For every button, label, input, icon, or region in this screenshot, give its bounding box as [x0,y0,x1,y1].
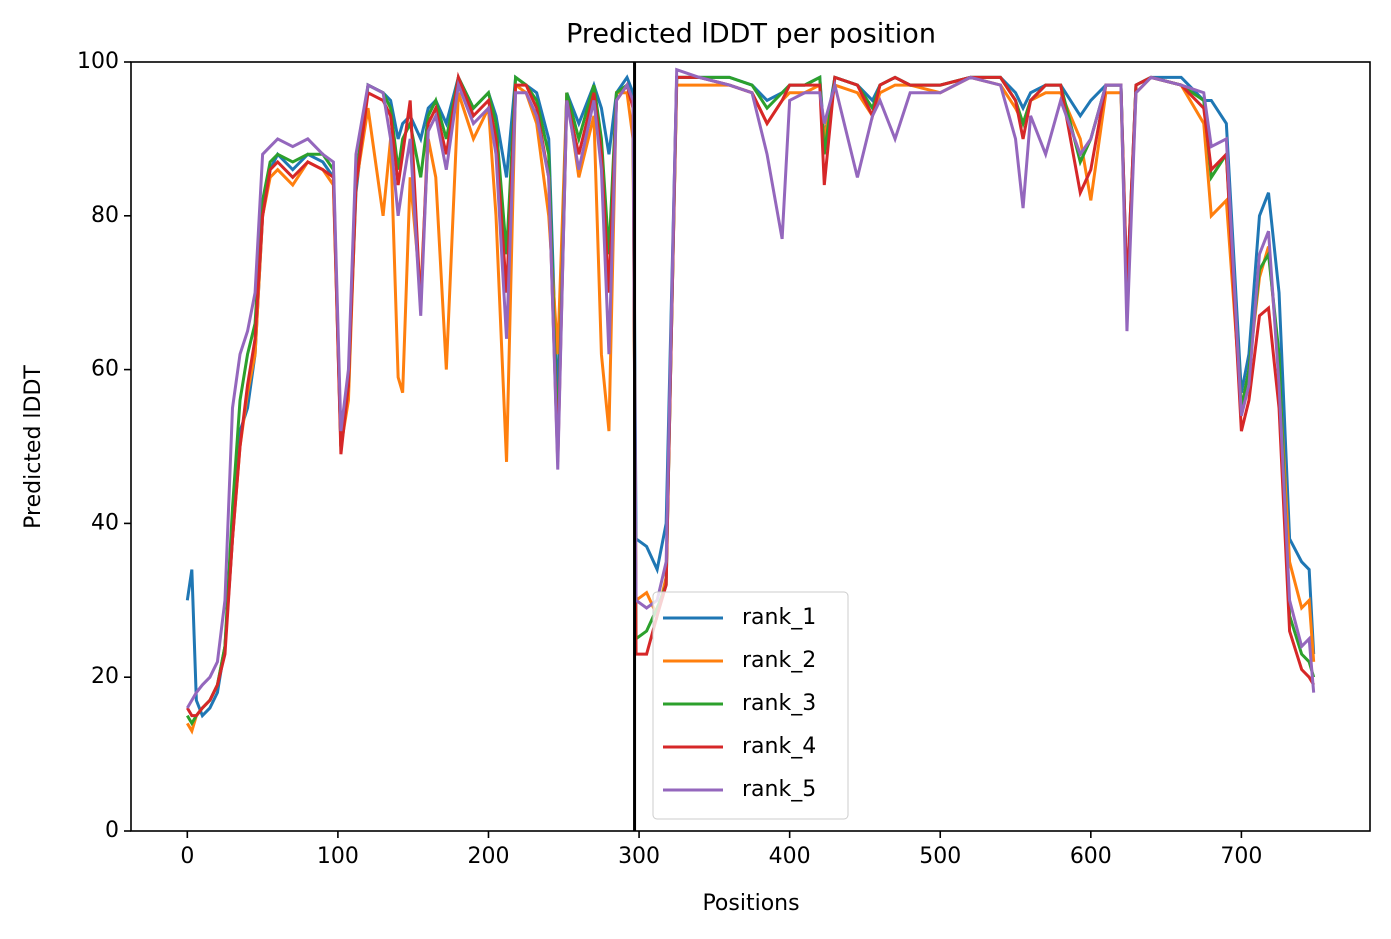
plot-frame [130,61,1371,832]
legend: rank_1 rank_2 rank_3 rank_4 rank_5 [652,591,849,820]
x-tick-label: 400 [769,844,811,869]
x-tick-label: 300 [618,844,660,869]
legend-label: rank_5 [742,777,816,802]
legend-box [652,591,849,820]
x-tick-label: 200 [467,844,509,869]
y-tick-label: 20 [91,664,119,689]
y-tick-label: 100 [77,49,119,74]
x-tick-label: 700 [1220,844,1262,869]
y-tick-label: 0 [105,818,119,843]
y-tick-label: 60 [91,357,119,382]
legend-label: rank_4 [742,734,816,759]
legend-label: rank_1 [742,605,816,630]
y-axis-label: Predicted lDDT [21,365,46,529]
legend-label: rank_2 [742,648,816,673]
legend-label: rank_3 [742,691,816,716]
x-axis-label: Positions [702,891,799,916]
x-tick-label: 100 [317,844,359,869]
series-line [186,67,1316,709]
x-tick-label: 500 [919,844,961,869]
y-tick-label: 80 [91,203,119,228]
y-tick-label: 40 [91,510,119,535]
x-tick-label: 600 [1070,844,1112,869]
x-tick-label: 0 [180,844,194,869]
chart-title: Predicted lDDT per position [566,19,936,50]
